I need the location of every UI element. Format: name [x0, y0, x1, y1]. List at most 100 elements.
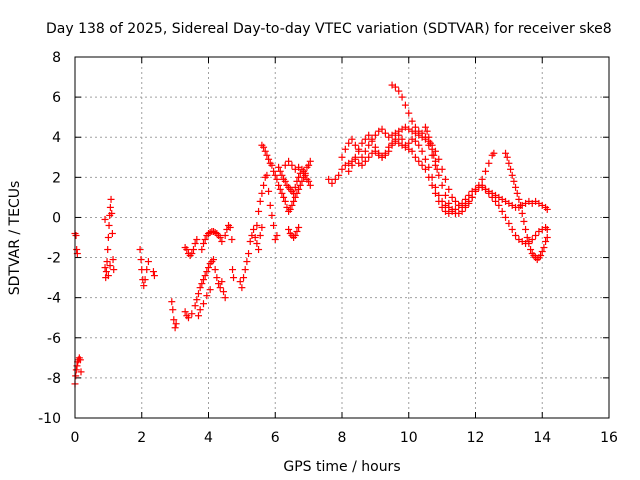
- data-point: [211, 228, 219, 236]
- data-point: [221, 294, 229, 302]
- data-point: [448, 205, 456, 213]
- data-point: [228, 236, 236, 244]
- data-point: [411, 123, 419, 131]
- data-point: [328, 179, 336, 187]
- data-point: [171, 324, 179, 332]
- data-point: [140, 282, 148, 290]
- data-point: [243, 258, 251, 266]
- data-point: [251, 234, 259, 241]
- data-point: [194, 290, 202, 298]
- x-tick-label: 0: [71, 430, 80, 446]
- data-point: [293, 227, 301, 235]
- data-point: [104, 246, 112, 254]
- data-point: [331, 175, 339, 183]
- data-point: [301, 171, 309, 179]
- data-point: [291, 231, 299, 239]
- data-point: [488, 193, 496, 201]
- data-point: [295, 173, 303, 181]
- data-point: [300, 167, 308, 175]
- data-point: [418, 161, 426, 169]
- data-point: [268, 161, 276, 169]
- data-point: [381, 151, 389, 159]
- data-point: [199, 240, 207, 248]
- data-point: [485, 189, 493, 197]
- data-point: [137, 256, 145, 264]
- x-tick-label: 12: [467, 430, 485, 446]
- data-point: [385, 147, 393, 155]
- data-point: [425, 163, 433, 171]
- data-point: [431, 157, 439, 165]
- data-point: [191, 240, 199, 248]
- data-point: [291, 183, 299, 191]
- y-tick-label: 4: [52, 130, 61, 146]
- data-point: [543, 225, 551, 233]
- data-point: [102, 268, 110, 276]
- series-seg19: [502, 149, 551, 264]
- data-point: [522, 225, 530, 233]
- data-point: [216, 234, 224, 241]
- data-point: [103, 258, 111, 266]
- data-point: [191, 302, 199, 310]
- data-point: [355, 145, 363, 153]
- data-point: [395, 131, 403, 139]
- data-point: [430, 151, 438, 159]
- data-point: [305, 161, 313, 169]
- data-point: [250, 225, 258, 233]
- data-point: [196, 306, 204, 314]
- data-point: [438, 197, 446, 205]
- data-point: [229, 266, 237, 274]
- data-point: [273, 231, 281, 239]
- data-point: [391, 135, 399, 143]
- data-point: [505, 159, 513, 167]
- data-point: [408, 147, 416, 155]
- data-point: [236, 278, 244, 286]
- data-point: [435, 171, 443, 179]
- data-point: [211, 266, 219, 274]
- data-point: [505, 219, 513, 227]
- data-point: [220, 288, 228, 296]
- data-point: [260, 181, 268, 189]
- data-point: [218, 238, 226, 246]
- x-tick-label: 8: [338, 430, 347, 446]
- data-point: [408, 117, 416, 125]
- data-point: [415, 141, 423, 149]
- data-point: [423, 127, 431, 135]
- data-point: [291, 193, 299, 201]
- data-point: [193, 296, 201, 304]
- data-point: [485, 159, 493, 167]
- data-point: [520, 217, 528, 225]
- data-point: [256, 197, 264, 205]
- series-seg5: [168, 298, 180, 332]
- data-point: [141, 276, 149, 284]
- data-point: [203, 268, 211, 276]
- data-point: [378, 125, 386, 133]
- data-point: [230, 274, 238, 282]
- data-point: [433, 165, 441, 173]
- data-point: [288, 161, 296, 169]
- data-point: [445, 185, 453, 193]
- data-point: [290, 189, 298, 197]
- data-point: [365, 141, 373, 149]
- series-seg12: [285, 223, 303, 241]
- data-point: [263, 151, 271, 159]
- data-point: [401, 101, 409, 109]
- data-point: [305, 177, 313, 185]
- data-point: [241, 266, 249, 274]
- data-point: [261, 147, 269, 155]
- data-point: [201, 272, 209, 280]
- data-point: [391, 83, 399, 91]
- data-point: [375, 149, 383, 157]
- data-point: [365, 153, 373, 161]
- data-point: [106, 262, 114, 270]
- data-point: [101, 215, 109, 223]
- data-point: [293, 177, 301, 185]
- data-point: [395, 87, 403, 95]
- data-point: [285, 225, 293, 233]
- data-point: [465, 199, 473, 207]
- data-point: [258, 189, 266, 197]
- data-point: [168, 298, 176, 306]
- data-point: [498, 207, 506, 215]
- data-point: [451, 197, 459, 205]
- data-point: [104, 234, 112, 241]
